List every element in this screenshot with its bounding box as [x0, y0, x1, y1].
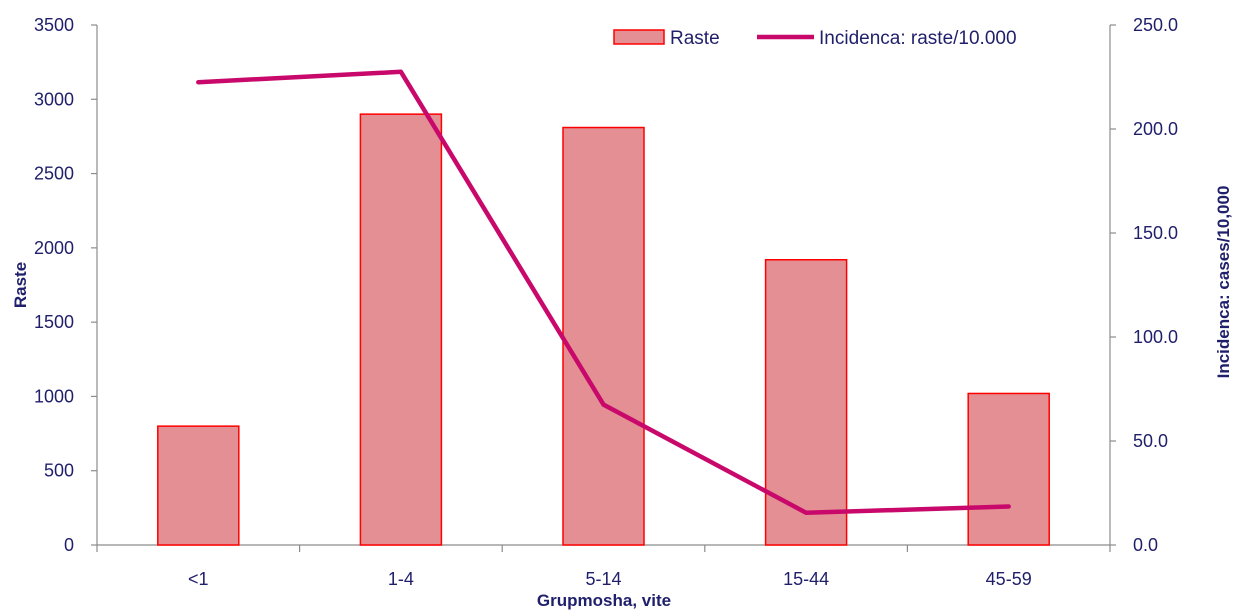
y-tick-label: 0 — [64, 535, 74, 555]
y2-tick-label: 200.0 — [1133, 119, 1178, 139]
y-tick-label: 500 — [44, 461, 74, 481]
y-tick-label: 2500 — [34, 164, 74, 184]
bar — [967, 392, 1050, 546]
x-axis-title: Grupmosha, vite — [537, 591, 671, 610]
x-tick-label: 15-44 — [783, 569, 829, 589]
bar — [562, 126, 645, 546]
x-tick-label: 45-59 — [986, 569, 1032, 589]
bars-group — [157, 113, 1050, 546]
legend-swatch-bar — [613, 29, 665, 45]
y-tick-label: 1500 — [34, 312, 74, 332]
y-axis-title: Raste — [11, 262, 30, 308]
axes-group: 0 500 1000 1500 2000 2500 3000 3500 0.0 50.0 100.0… — [34, 15, 1178, 589]
y2-tick-label: 100.0 — [1133, 327, 1178, 347]
y2-tick-label: 150.0 — [1133, 223, 1178, 243]
x-tick-label: 5-14 — [585, 569, 621, 589]
y2-tick-label: 50.0 — [1133, 431, 1168, 451]
y-tick-label: 3500 — [34, 15, 74, 35]
y-tick-label: 3000 — [34, 89, 74, 109]
incidence-line — [196, 69, 1011, 516]
y2-axis-title: Incidenca: cases/10,000 — [1214, 186, 1233, 379]
legend-label-bar: Raste — [670, 28, 720, 49]
x-tick-label: <1 — [188, 569, 209, 589]
x-tick-label: 1-4 — [388, 569, 414, 589]
legend-label-line: Incidenca: raste/10.000 — [819, 28, 1017, 49]
y-tick-label: 2000 — [34, 238, 74, 258]
legend: Raste Incidenca: raste/10.000 — [613, 28, 1017, 49]
bar — [764, 258, 848, 546]
y-tick-label: 1000 — [34, 386, 74, 406]
bar — [359, 113, 443, 546]
bar — [157, 425, 240, 546]
y2-tick-label: 250.0 — [1133, 15, 1178, 35]
line-group — [196, 69, 1011, 516]
y2-tick-label: 0.0 — [1133, 535, 1158, 555]
